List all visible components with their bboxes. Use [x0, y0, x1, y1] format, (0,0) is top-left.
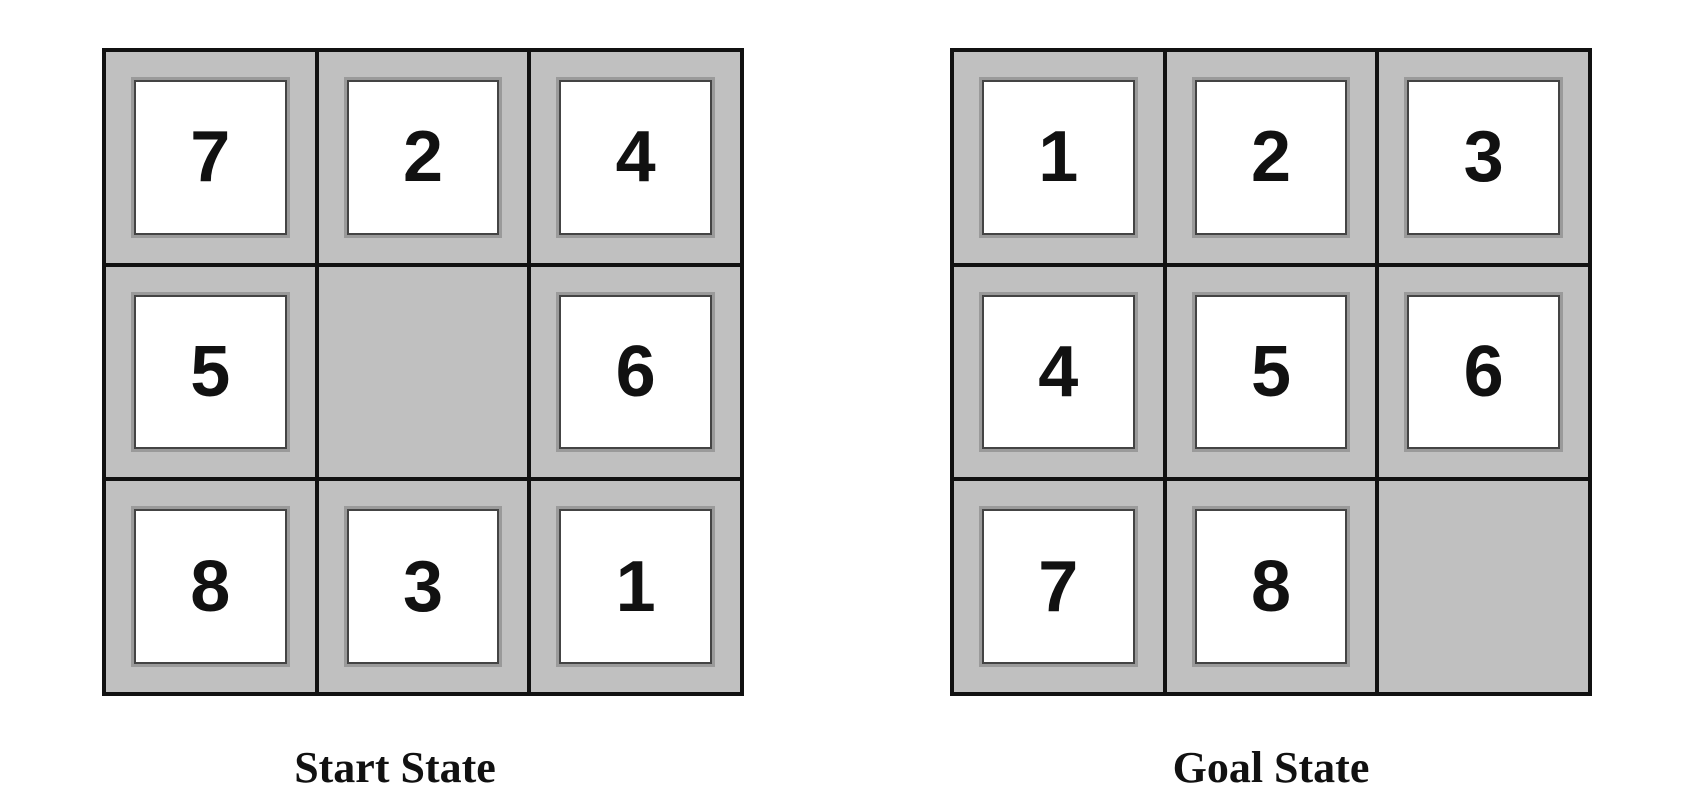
tile: 4: [559, 80, 712, 235]
start-cell-r1c3: 4: [531, 52, 740, 263]
goal-cell-r1c3: 3: [1379, 52, 1588, 263]
start-cell-r3c2: 3: [318, 481, 528, 692]
tile: 7: [982, 509, 1135, 664]
tile: 8: [1194, 509, 1348, 664]
goal-cell-r2c3: 6: [1379, 266, 1588, 478]
start-cell-r1c1: 7: [106, 52, 315, 263]
tile: 4: [982, 294, 1135, 450]
start-state-board: 7 2 4 5 6 8 3 1: [102, 48, 744, 696]
start-cell-r2c3: 6: [531, 266, 740, 478]
tile: 5: [134, 294, 287, 450]
start-cell-r1c2: 2: [318, 52, 528, 263]
tile: 5: [1194, 294, 1348, 450]
tile: 2: [346, 80, 500, 235]
goal-cell-r3c1: 7: [954, 481, 1163, 692]
goal-cell-r3c2: 8: [1166, 481, 1376, 692]
goal-cell-r1c1: 1: [954, 52, 1163, 263]
start-cell-r2c1: 5: [106, 266, 315, 478]
goal-state-caption: Goal State: [1172, 743, 1370, 792]
start-cell-r3c3: 1: [531, 481, 740, 692]
goal-cell-r2c2: 5: [1166, 266, 1376, 478]
start-state-caption: Start State: [294, 743, 496, 792]
tile: 3: [346, 509, 500, 664]
tile: 6: [1407, 294, 1560, 450]
start-cell-r2c2-blank: [318, 266, 528, 478]
tile: 6: [559, 294, 712, 450]
tile: 1: [982, 80, 1135, 235]
tile: 7: [134, 80, 287, 235]
start-cell-r3c1: 8: [106, 481, 315, 692]
tile: 8: [134, 509, 287, 664]
goal-cell-r2c1: 4: [954, 266, 1163, 478]
tile: 2: [1194, 80, 1348, 235]
tile: 3: [1407, 80, 1560, 235]
goal-cell-r1c2: 2: [1166, 52, 1376, 263]
goal-state-board: 1 2 3 4 5 6 7 8: [950, 48, 1592, 696]
goal-cell-r3c3-blank: [1379, 481, 1588, 692]
tile: 1: [559, 509, 712, 664]
